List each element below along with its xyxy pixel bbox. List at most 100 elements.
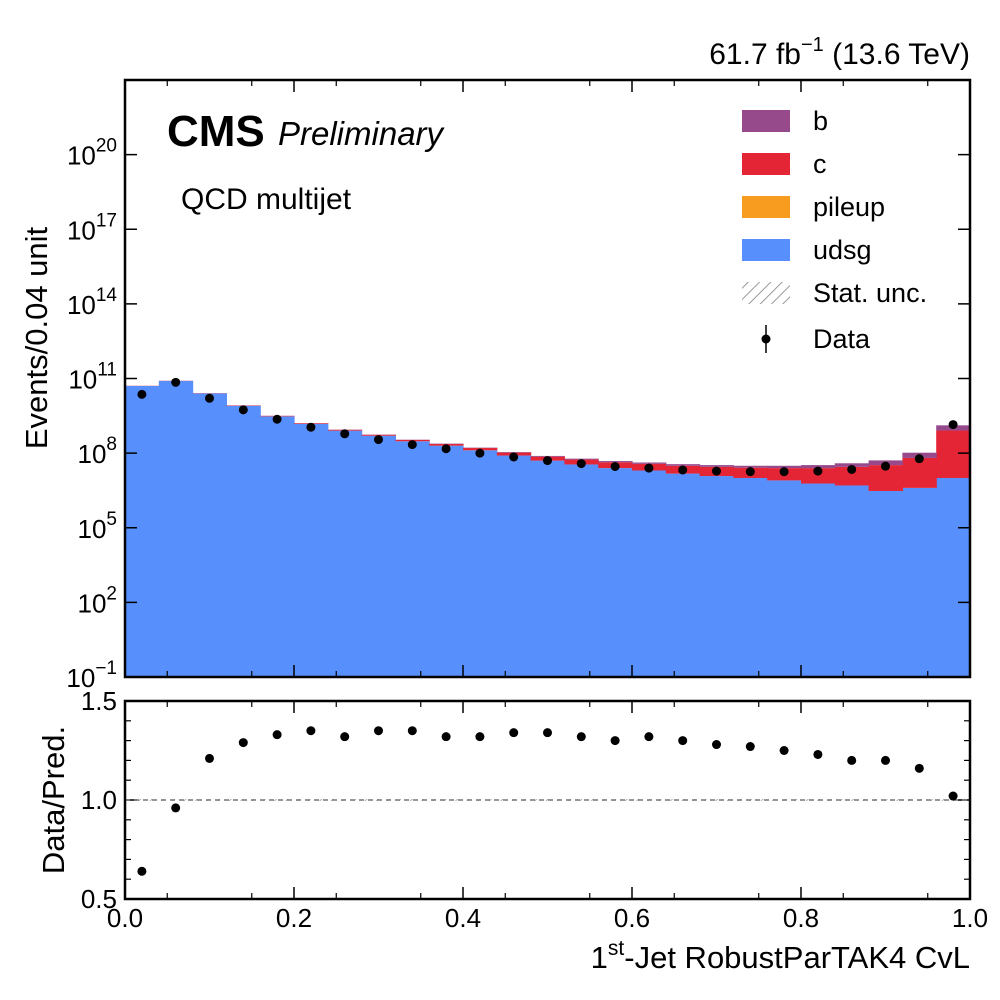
x-axis-title-superscript: st: [608, 937, 625, 960]
legend-label-udsg: udsg: [813, 235, 872, 265]
data-point: [813, 466, 823, 476]
y-tick-exponent: −1: [95, 658, 117, 679]
y-tick-exponent: 11: [97, 360, 117, 381]
preliminary-label: Preliminary: [278, 115, 446, 152]
data-point: [779, 467, 789, 477]
ratio-panel: 0.51.01.5 0.0 0.2 0.4 0.6 0.8 1.0 Data/Pred. …: [36, 686, 988, 975]
ratio-point: [678, 736, 688, 746]
ratio-point: [644, 732, 654, 742]
hist-bar-udsg: [530, 460, 565, 677]
ratio-panel-frame: [123, 699, 972, 901]
hist-bar-b: [665, 464, 701, 466]
x-tick-label: 0.2: [276, 903, 312, 933]
data-point: [914, 454, 924, 464]
ratio-point: [340, 732, 350, 742]
stacked-histogram: [125, 380, 970, 677]
legend: bc pileup udsg Stat. unc. Data: [742, 106, 927, 354]
y-tick-label: 1011: [68, 360, 117, 395]
hist-bar-udsg: [226, 405, 261, 677]
y-tick-base: 10: [78, 588, 107, 618]
hist-bar-udsg: [361, 435, 396, 677]
ratio-point: [137, 866, 147, 876]
hist-bar-b: [632, 462, 667, 464]
ratio-point: [779, 746, 789, 755]
ratio-point: [407, 726, 417, 736]
legend-label-pileup: pileup: [813, 192, 885, 222]
ratio-point: [881, 755, 890, 765]
data-point: [441, 444, 451, 454]
legend-label-b: b: [813, 106, 828, 136]
hist-bar-udsg: [327, 430, 363, 677]
process-label: QCD multijet: [181, 183, 352, 216]
ratio-point: [914, 763, 924, 773]
data-point: [171, 377, 181, 387]
ratio-unc-band: [125, 799, 970, 801]
legend-label-c: c: [813, 149, 827, 179]
ratio-point: [205, 753, 214, 763]
ratio-point: [610, 736, 620, 746]
x-tick-label: 0.8: [783, 903, 819, 933]
hist-bar-b: [598, 461, 633, 463]
hist-bar-udsg: [294, 423, 329, 677]
data-point: [407, 440, 417, 450]
y-tick-base: 10: [68, 365, 97, 395]
y-tick-label: 1020: [67, 136, 117, 171]
hist-bar-c: [936, 430, 970, 478]
data-point: [847, 464, 857, 474]
y-tick-base: 10: [67, 215, 96, 245]
hist-bar-b: [767, 465, 802, 469]
x-axis-title-suffix: -Jet RobustParTAK4 CvL: [624, 940, 970, 975]
y-tick-exponent: 14: [96, 285, 118, 306]
x-tick-labels: 0.0 0.2 0.4 0.6 0.8 1.0: [107, 903, 988, 933]
y-tick-exponent: 8: [106, 434, 117, 455]
legend-data-marker: [761, 334, 771, 344]
hist-bar-udsg: [801, 483, 836, 677]
hist-bar-udsg: [260, 416, 295, 677]
data-point: [306, 422, 316, 432]
legend-swatch-b: [742, 110, 790, 132]
data-point: [576, 459, 586, 469]
y-tick-base: 10: [67, 141, 96, 171]
data-point: [881, 461, 890, 471]
hist-bar-udsg: [496, 455, 532, 677]
ratio-point: [847, 755, 857, 765]
x-tick-label: 1.0: [952, 903, 988, 933]
hist-bar-udsg: [395, 441, 430, 677]
ratio-point: [171, 803, 181, 813]
hist-bar-udsg: [564, 464, 599, 677]
y-tick-base: 10: [78, 439, 107, 469]
ratio-point: [712, 740, 721, 750]
ratio-point: [948, 791, 958, 801]
ratio-y-tick-labels: 0.5 1.0 1.5: [81, 686, 117, 914]
ratio-point: [374, 726, 383, 736]
y-tick-base: 10: [66, 663, 95, 693]
ratio-point: [238, 738, 248, 748]
data-point: [272, 414, 282, 424]
y-tick-label: 1014: [67, 285, 117, 320]
lumi-exponent: −1: [801, 34, 824, 56]
ratio-y-axis-title: Data/Pred.: [36, 726, 71, 874]
data-point: [948, 420, 958, 430]
hist-bar-udsg: [429, 445, 464, 677]
data-points: [137, 377, 958, 477]
hist-bar-udsg: [868, 491, 903, 677]
cms-label: CMS: [167, 107, 265, 156]
y-tick-exponent: 20: [96, 136, 117, 157]
ratio-points: [137, 726, 958, 876]
lumi-value: 61.7 fb: [709, 38, 801, 71]
ratio-point: [543, 728, 552, 738]
ratio-point: [813, 749, 823, 759]
ratio-point: [745, 742, 755, 752]
y-tick-exponent: 2: [106, 583, 117, 604]
hist-bar-udsg: [632, 470, 667, 677]
legend-swatch-pileup: [742, 196, 790, 218]
data-point: [610, 461, 620, 471]
y-tick-label: 108: [78, 434, 118, 469]
y-tick-base: 10: [67, 290, 96, 320]
hist-bar-udsg: [902, 487, 937, 677]
lumi-energy: (13.6 TeV): [824, 38, 970, 71]
ratio-point: [306, 726, 316, 736]
x-tick-label: 0.4: [445, 903, 481, 933]
